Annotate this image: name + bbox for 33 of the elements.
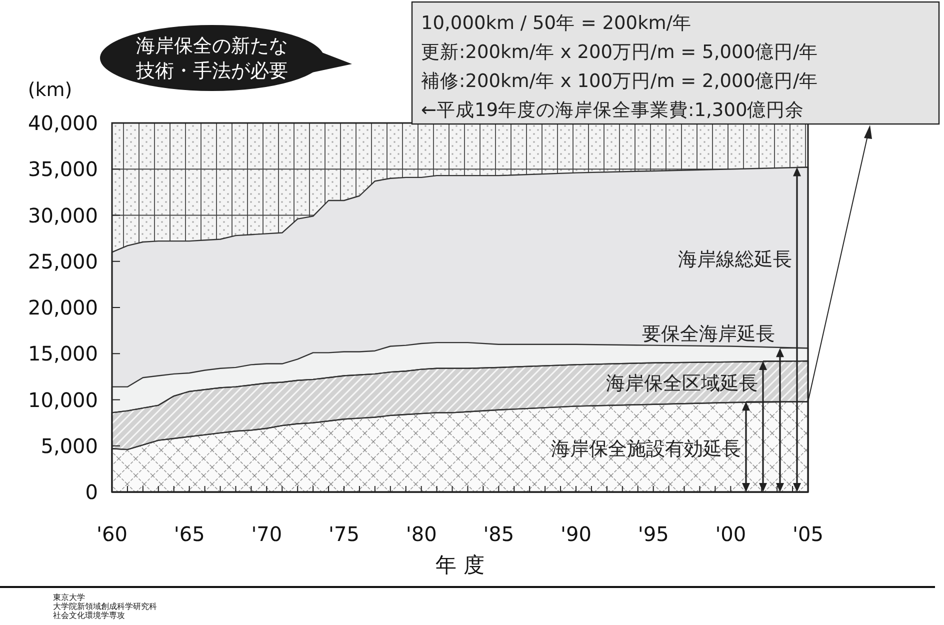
text: 大学院新領域創成科学研究科 [53,602,157,611]
series-label: 海岸保全区域延長 [606,372,758,394]
text: ←平成19年度の海岸保全事業費:1,300億円余 [421,99,804,121]
x-tick-label: '70 [251,522,282,546]
y-tick-label: 25,000 [28,249,98,274]
text: 東京大学 [53,593,85,602]
x-tick-label: '60 [96,522,128,546]
y-tick-label: 30,000 [28,203,98,228]
series-label: 海岸保全施設有効延長 [551,438,741,460]
x-tick-label: '95 [638,522,669,546]
x-tick-label: '80 [406,522,437,546]
x-tick-label: '65 [174,522,205,546]
text: 海岸保全の新たな技術・手法が必要 [135,35,288,82]
x-tick-label: '05 [792,522,824,546]
x-axis-title: 年 度 [436,553,484,577]
x-tick-label: '90 [560,522,592,546]
text: 更新:200km/年 x 200万円/m = 5,000億円/年 [421,41,818,63]
text: 補修:200km/年 x 100万円/m = 2,000億円/年 [421,71,818,92]
text: 社会文化環境学専攻 [53,611,125,620]
x-tick-label: '75 [328,522,360,546]
x-tick-label: '85 [483,522,514,546]
y-tick-label: 10,000 [28,388,98,412]
y-tick-label: 0 [85,480,98,504]
text: 10,000km / 50年 = 200km/年 [421,13,692,34]
x-tick-label: '00 [715,522,746,546]
y-axis-title: (km) [28,79,72,101]
y-tick-label: 40,000 [28,111,98,135]
series-label: 海岸線総延長 [678,248,792,271]
y-tick-label: 5,000 [40,434,98,458]
series-label: 要保全海岸延長 [642,323,775,346]
y-tick-label: 35,000 [28,157,98,182]
y-tick-label: 15,000 [28,342,98,366]
y-tick-label: 20,000 [28,296,98,320]
